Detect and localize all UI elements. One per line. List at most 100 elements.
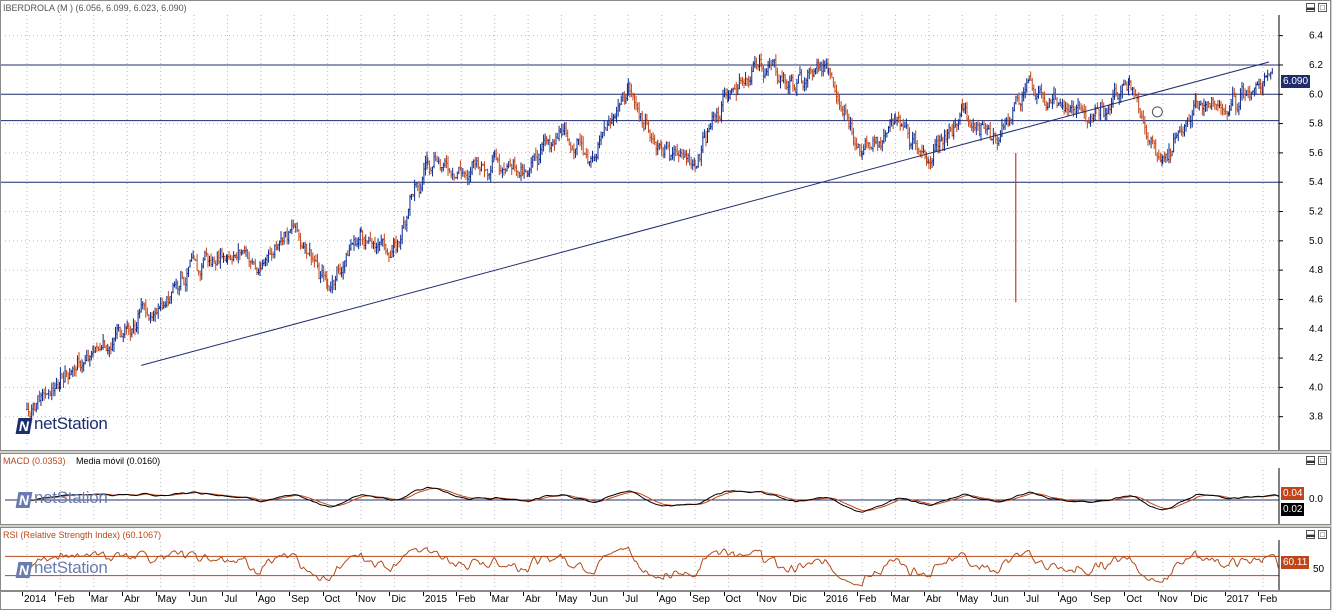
x-tick-label: Ago [257,594,276,605]
x-tick [790,592,792,596]
x-tick-label: Ago [658,594,677,605]
rsi-chart [5,540,1280,590]
price-panel-header: IBERDROLA (M ) (6.056, 6.099, 6.023, 6.0… [3,2,187,14]
x-tick-label: Sep [291,594,310,605]
netstation-mark-icon: N [15,492,33,508]
x-tick-label: Ago [1059,594,1078,605]
x-tick [523,592,525,596]
last-price-badge: 6.090 [1281,75,1311,88]
x-tick-label: Mar [90,594,109,605]
marker-circle [1151,106,1163,118]
x-tick-label: Nov [358,594,376,605]
x-tick-label: May [157,594,177,605]
x-tick [1224,592,1226,596]
x-tick [255,592,257,596]
minimize-icon[interactable]: ▬ [1306,530,1315,539]
x-tick-label: Oct [324,594,341,605]
x-tick [1191,592,1193,596]
x-tick-label: Feb [57,594,75,605]
logo-text: netStation [34,558,108,577]
minimize-icon[interactable]: ▬ [1306,3,1315,12]
macd-signal-badge: 0.02 [1281,503,1305,516]
y-tick-label: 4.8 [1309,265,1323,276]
x-tick [589,592,591,596]
x-tick [422,592,424,596]
x-tick-label: 2014 [24,594,47,605]
x-tick-label: Dic [391,594,406,605]
x-tick-label: Dic [1193,594,1208,605]
maximize-icon[interactable]: □ [1318,530,1327,539]
time-axis: 2014 Feb Mar Abr May Jun Jul Ago Sep Oct Nov Dic 201… [0,591,1331,610]
x-tick [55,592,57,596]
x-tick-label: May [959,594,979,605]
x-tick-label: Feb [859,594,877,605]
logo-text: netStation [34,414,108,433]
macd-chart [5,468,1280,524]
minimize-icon[interactable]: ▬ [1306,456,1315,465]
trendline [141,61,1270,366]
macd-line [26,486,1279,513]
x-tick-label: Nov [758,594,777,605]
y-tick-label: 5.8 [1309,119,1323,130]
x-tick [857,592,859,596]
macd-last-badge: 0.04 [1281,487,1305,500]
y-tick-label: 3.8 [1309,412,1323,423]
x-tick-label: Jul [224,594,238,605]
x-tick [1124,592,1126,596]
rsi-title: RSI (Relative Strength Index) (60.1067) [3,530,162,540]
maximize-icon[interactable]: □ [1318,3,1327,12]
y-tick-label: 4.6 [1309,294,1323,305]
x-tick [656,592,658,596]
x-tick [456,592,458,596]
x-tick-label: Nov [1159,594,1178,605]
x-tick [1157,592,1159,596]
price-panel: IBERDROLA (M ) (6.056, 6.099, 6.023, 6.0… [0,0,1331,451]
x-tick [122,592,124,596]
x-tick [1090,592,1092,596]
x-tick [990,592,992,596]
rsi-panel: RSI (Relative Strength Index) (60.1067) … [0,527,1331,591]
x-tick-label: Jun [191,594,208,605]
x-tick [556,592,558,596]
x-tick-label: Mar [892,594,910,605]
macd-panel-header: MACD (0.0353) Media móvil (0.0160) [3,455,160,467]
x-tick [289,592,291,596]
x-tick-label: Dic [792,594,807,605]
macd-title: MACD (0.0353) [3,456,66,466]
x-tick-label: Oct [1126,594,1142,605]
x-tick [222,592,224,596]
y-tick-label: 5.4 [1309,177,1323,188]
y-tick-label: 6.4 [1309,31,1323,42]
y-tick-label: 6.2 [1309,60,1323,71]
maximize-icon[interactable]: □ [1318,456,1327,465]
x-tick [155,592,157,596]
x-tick-label: 2016 [825,594,848,605]
x-tick [1258,592,1259,596]
x-tick [88,592,90,596]
y-tick-label: 5.2 [1309,207,1323,218]
y-tick-label: 4.0 [1309,382,1323,393]
y-tick-label: 4.4 [1309,324,1323,335]
x-tick-label: Mar [491,594,509,605]
x-tick-label: Oct [725,594,742,605]
netstation-mark-icon: N [15,418,33,434]
x-tick-label: Abr [925,594,942,605]
x-tick [389,592,391,596]
price-title: IBERDROLA (M ) [3,3,74,13]
y-tick-label: 6.0 [1309,89,1323,100]
y-tick-label: 4.2 [1309,353,1323,364]
x-tick-label: Jul [1026,594,1039,605]
y-tick-label: 5.6 [1309,148,1323,159]
x-tick-label: 2015 [424,594,448,605]
x-tick [890,592,892,596]
x-tick [723,592,725,596]
x-tick [1057,592,1059,596]
x-tick [189,592,191,596]
macd-signal-title: Media móvil (0.0160) [76,456,161,466]
price-ohlc: (6.056, 6.099, 6.023, 6.090) [75,3,187,13]
macd-signal-line [27,488,1279,512]
y-tick-label: 5.0 [1309,236,1323,247]
x-tick [623,592,625,596]
